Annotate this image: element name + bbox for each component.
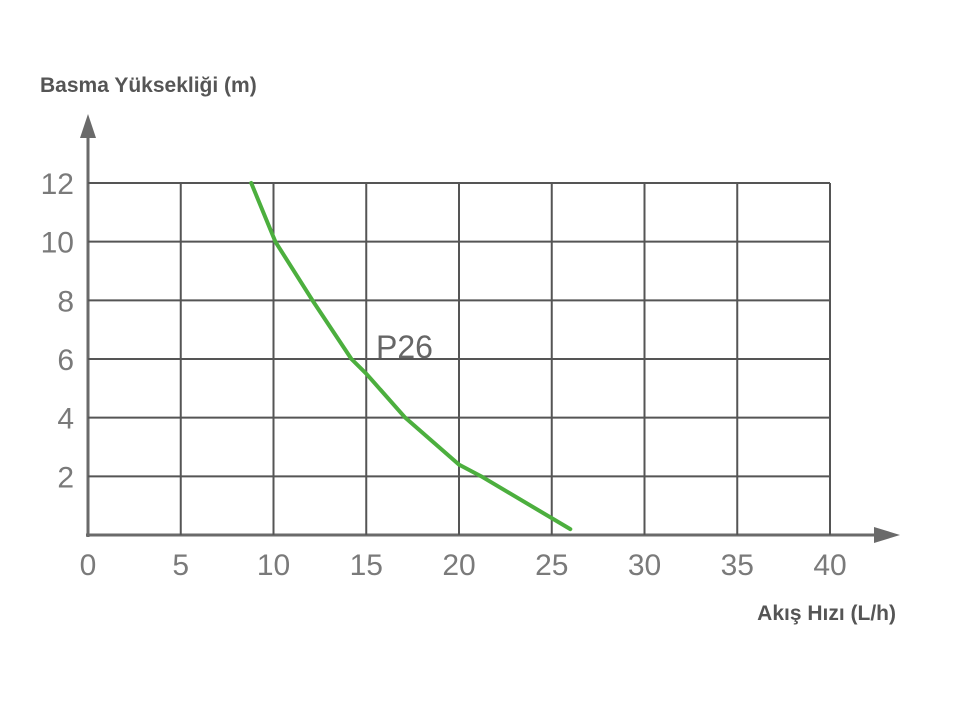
y-tick-label: 10 [41,227,74,260]
x-tick-label: 5 [172,549,189,582]
x-tick-label: 0 [80,549,97,582]
x-tick-label: 25 [535,549,568,582]
y-tick-label: 12 [41,168,74,201]
x-tick-label: 20 [442,549,475,582]
y-tick-label: 8 [57,285,74,318]
x-tick-label: 10 [257,549,290,582]
y-axis-arrow [80,114,96,138]
x-axis-arrow [874,527,900,543]
series-label: P26 [376,329,433,365]
x-tick-label: 30 [628,549,661,582]
x-tick-label: 35 [721,549,754,582]
y-axis-title: Basma Yüksekliği (m) [40,74,257,97]
y-tick-label: 4 [57,403,74,436]
y-tick-label: 6 [57,344,74,377]
x-tick-label: 40 [813,549,846,582]
x-axis-title: Akış Hızı (L/h) [757,602,896,625]
x-tick-label: 15 [350,549,383,582]
curve [249,181,573,532]
y-tick-label: 2 [57,461,74,494]
